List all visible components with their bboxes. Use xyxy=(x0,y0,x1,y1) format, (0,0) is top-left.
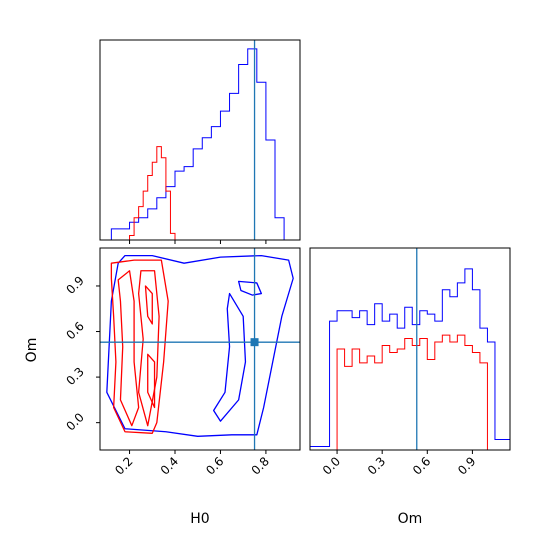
x-tick-label: 0.4 xyxy=(158,454,181,477)
x-tick-label: 0.6 xyxy=(203,454,226,477)
contour-red xyxy=(117,270,140,427)
axes-frame xyxy=(309,247,511,451)
x-tick-label: 0.9 xyxy=(455,454,478,477)
x-tick-label: 0.8 xyxy=(249,454,272,477)
panel-h0-histogram xyxy=(99,39,301,244)
histogram-blue xyxy=(310,268,510,450)
panel-om-histogram: 0.0 0.3 0.6 0.9 xyxy=(309,247,511,478)
axes-frame xyxy=(99,39,301,241)
histogram-red xyxy=(129,146,176,240)
histogram-blue xyxy=(102,48,294,240)
x-tick-label: 0.0 xyxy=(320,454,343,477)
contour-blue xyxy=(237,280,263,296)
contour-xlabel: H0 xyxy=(190,511,209,527)
x-tick-label: 0.2 xyxy=(112,454,135,477)
panel-h0-om-contour: 0.2 0.4 0.6 0.8 0.0 0.3 0.6 0.9 xyxy=(63,247,301,478)
axes-frame xyxy=(99,247,301,451)
y-tick-label: 0.0 xyxy=(63,410,86,433)
y-tick-label: 0.6 xyxy=(63,319,86,342)
histogram-red xyxy=(336,334,488,450)
om-histogram-xlabel: Om xyxy=(398,511,423,527)
y-tick-label: 0.3 xyxy=(63,365,86,388)
truth-marker xyxy=(250,338,259,347)
x-tick-label: 0.3 xyxy=(365,454,388,477)
contour-red xyxy=(137,270,160,427)
contour-red xyxy=(147,353,156,409)
y-tick-label: 0.9 xyxy=(63,273,86,296)
x-tick-label: 0.6 xyxy=(410,454,433,477)
contour-blue xyxy=(212,292,247,422)
contour-ylabel: Om xyxy=(24,338,40,363)
contour-red xyxy=(144,285,153,325)
contour-blue xyxy=(106,254,294,437)
contour-red xyxy=(110,259,169,434)
